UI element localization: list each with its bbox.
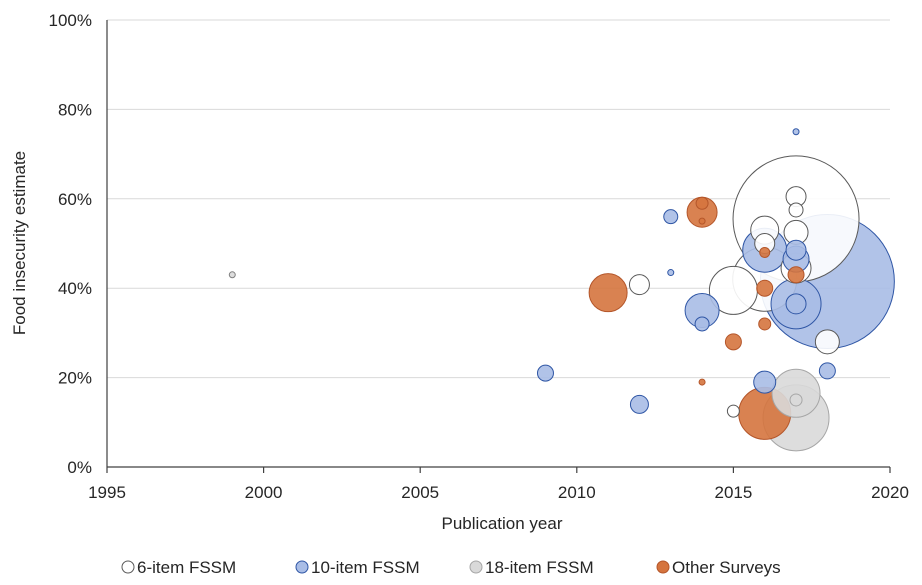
bubble-s1-p15 bbox=[818, 362, 836, 380]
legend-item-3: Other Surveys bbox=[656, 558, 781, 577]
x-tick-label-0: 1995 bbox=[88, 483, 126, 502]
bubble-s3-p3 bbox=[698, 217, 706, 225]
y-tick-labels: 0% 20% 40% 60% 80% 100% bbox=[49, 11, 92, 477]
legend-item-0: 6-item FSSM bbox=[121, 558, 236, 577]
bubble-s1-p0 bbox=[228, 271, 236, 279]
bubble-s1-p2 bbox=[629, 394, 649, 414]
bubbles bbox=[228, 128, 895, 452]
x-tick-label-1: 2000 bbox=[245, 483, 283, 502]
bubble-s1-p13 bbox=[785, 293, 807, 315]
legend-item-1: 10-item FSSM bbox=[295, 558, 420, 577]
legend-item-2: 18-item FSSM bbox=[469, 558, 594, 577]
bubble-s3-p8 bbox=[756, 279, 774, 297]
axes bbox=[106, 20, 891, 473]
y-tick-label-0: 0% bbox=[67, 458, 92, 477]
legend-label-0: 6-item FSSM bbox=[137, 558, 236, 577]
bubble-s3-p2 bbox=[695, 196, 709, 210]
bubble-s3-p5 bbox=[724, 333, 742, 351]
legend: 6-item FSSM 10-item FSSM 18-item FSSM Other… bbox=[121, 558, 781, 577]
bubble-s3-p10 bbox=[787, 266, 805, 284]
x-tick-label-3: 2010 bbox=[558, 483, 596, 502]
y-tick-label-2: 40% bbox=[58, 279, 92, 298]
legend-marker-2 bbox=[469, 560, 483, 574]
x-tick-label-5: 2020 bbox=[871, 483, 909, 502]
x-axis-title: Publication year bbox=[442, 514, 563, 533]
x-tick-labels: 1995 2000 2005 2010 2015 2020 bbox=[88, 483, 909, 502]
x-tick-label-2: 2005 bbox=[401, 483, 439, 502]
bubble-s1-p9 bbox=[792, 128, 800, 136]
y-axis-title: Food insecurity estimate bbox=[10, 151, 29, 335]
bubble-s3-p9 bbox=[758, 317, 772, 331]
legend-label-1: 10-item FSSM bbox=[311, 558, 420, 577]
legend-label-2: 18-item FSSM bbox=[485, 558, 594, 577]
legend-marker-0 bbox=[121, 560, 135, 574]
legend-label-3: Other Surveys bbox=[672, 558, 781, 577]
y-tick-label-3: 60% bbox=[58, 190, 92, 209]
bubble-s2-p1 bbox=[771, 368, 821, 418]
y-tick-label-1: 20% bbox=[58, 369, 92, 388]
bubble-s1-p8 bbox=[753, 370, 777, 394]
bubble-s3-p7 bbox=[759, 246, 771, 258]
bubble-s3-p4 bbox=[698, 378, 706, 386]
bubble-s0-p0 bbox=[628, 274, 650, 296]
legend-marker-1 bbox=[295, 560, 309, 574]
bubble-s1-p6 bbox=[694, 316, 710, 332]
y-tick-label-5: 100% bbox=[49, 11, 92, 30]
bubble-s2-p2 bbox=[789, 393, 803, 407]
bubble-s1-p1 bbox=[536, 364, 554, 382]
x-tick-label-4: 2015 bbox=[714, 483, 752, 502]
bubble-s0-p11 bbox=[814, 329, 840, 355]
bubble-s3-p0 bbox=[588, 273, 628, 313]
bubble-s0-p2 bbox=[726, 404, 740, 418]
bubble-s1-p10 bbox=[785, 239, 807, 261]
y-tick-label-4: 80% bbox=[58, 100, 92, 119]
bubble-s1-p4 bbox=[667, 269, 675, 277]
bubble-s1-p3 bbox=[663, 209, 679, 225]
bubble-s0-p8 bbox=[788, 202, 804, 218]
legend-marker-3 bbox=[656, 560, 670, 574]
